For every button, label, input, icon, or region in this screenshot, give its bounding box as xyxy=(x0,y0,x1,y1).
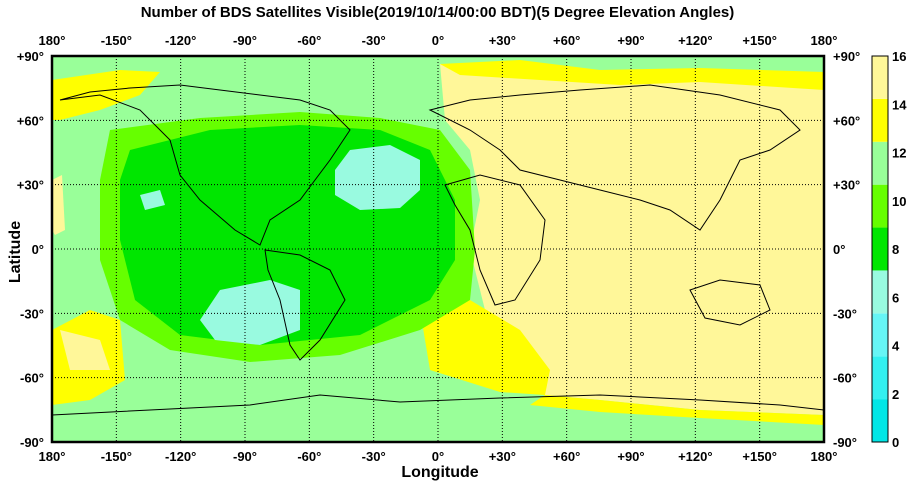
lon-tick-label: +150° xyxy=(742,33,776,48)
colorbar-tick-label: 8 xyxy=(892,242,899,257)
colorbar-bin xyxy=(872,227,888,271)
lon-tick-label: 180° xyxy=(39,33,66,48)
lon-tick-label: -150° xyxy=(101,449,132,464)
colorbar-tick-label: 2 xyxy=(892,387,899,402)
lon-tick-label: +120° xyxy=(678,449,712,464)
lon-tick-label: -30° xyxy=(362,33,386,48)
lon-tick-label: +60° xyxy=(553,449,580,464)
colorbar-frame xyxy=(871,55,889,443)
colorbar-bin xyxy=(872,313,888,357)
lat-tick-label: -60° xyxy=(20,371,44,386)
lon-tick-label: +60° xyxy=(553,33,580,48)
lon-tick-label: -90° xyxy=(233,449,257,464)
colorbar-bin xyxy=(872,356,888,400)
lon-ticks-bottom: 180° -150° -120° -90° -60° -30° 0° +30° +60° +90°… xyxy=(39,449,838,464)
lon-tick-label: +90° xyxy=(617,33,644,48)
colorbar-bin xyxy=(872,270,888,314)
lat-tick-label: +30° xyxy=(833,178,860,193)
lat-tick-label: -30° xyxy=(833,306,857,321)
lon-tick-label: +150° xyxy=(742,449,776,464)
colorbar-tick-label: 10 xyxy=(892,194,906,209)
colorbar-tick-label: 16 xyxy=(892,49,906,64)
lat-tick-label: -90° xyxy=(833,435,857,450)
colorbar xyxy=(871,55,889,443)
coastlines xyxy=(52,84,824,416)
graticule xyxy=(52,56,824,442)
lon-tick-label: -30° xyxy=(362,449,386,464)
lon-tick-label: 0° xyxy=(432,33,444,48)
lon-ticks-top: 180° -150° -120° -90° -60° -30° 0° +30° +60° +90°… xyxy=(39,33,838,48)
colorbar-tick-label: 0 xyxy=(892,435,899,450)
lat-tick-label: -30° xyxy=(20,306,44,321)
colorbar-tick-label: 14 xyxy=(892,97,907,112)
lat-tick-label: +60° xyxy=(833,113,860,128)
lat-ticks-right: +90° +60° +30° 0° -30° -60° -90° xyxy=(833,49,860,450)
colorbar-tick-label: 6 xyxy=(892,290,899,305)
lon-tick-label: 180° xyxy=(811,33,838,48)
lon-tick-label: +30° xyxy=(489,449,516,464)
map-title: Number of BDS Satellites Visible(2019/10… xyxy=(140,4,735,21)
lon-tick-label: +120° xyxy=(678,33,712,48)
y-axis-label: Latitude xyxy=(7,221,24,283)
lon-tick-label: -150° xyxy=(101,33,132,48)
lat-tick-label: +60° xyxy=(17,113,44,128)
colorbar-bin xyxy=(872,399,888,442)
lon-tick-label: -120° xyxy=(165,449,196,464)
lon-tick-label: -60° xyxy=(297,33,321,48)
lat-tick-label: 0° xyxy=(833,242,845,257)
lon-tick-label: 180° xyxy=(39,449,66,464)
lon-tick-label: -90° xyxy=(233,33,257,48)
lon-tick-label: +90° xyxy=(617,449,644,464)
x-axis-label: Longitude xyxy=(401,464,478,481)
colorbar-tick-label: 12 xyxy=(892,146,906,161)
lon-tick-label: -120° xyxy=(165,33,196,48)
map-border xyxy=(50,54,826,444)
colorbar-bin xyxy=(872,184,888,228)
colorbar-bin xyxy=(872,56,888,99)
lat-tick-label: +90° xyxy=(833,49,860,64)
lon-tick-label: 180° xyxy=(811,449,838,464)
colorbar-bin xyxy=(872,141,888,185)
lon-tick-label: 0° xyxy=(432,449,444,464)
lat-tick-label: -90° xyxy=(20,435,44,450)
colorbar-tick-label: 4 xyxy=(892,339,900,354)
colorbar-bin xyxy=(872,98,888,142)
lat-tick-label: +90° xyxy=(17,49,44,64)
lon-tick-label: +30° xyxy=(489,33,516,48)
lon-tick-label: -60° xyxy=(297,449,321,464)
lat-tick-label: +30° xyxy=(17,178,44,193)
lat-tick-label: -60° xyxy=(833,371,857,386)
colorbar-ticks: 16 14 12 10 8 6 4 2 0 xyxy=(892,49,907,450)
lat-tick-label: 0° xyxy=(32,242,44,257)
lat-ticks-left: +90° +60° +30° 0° -30° -60° -90° xyxy=(17,49,44,450)
